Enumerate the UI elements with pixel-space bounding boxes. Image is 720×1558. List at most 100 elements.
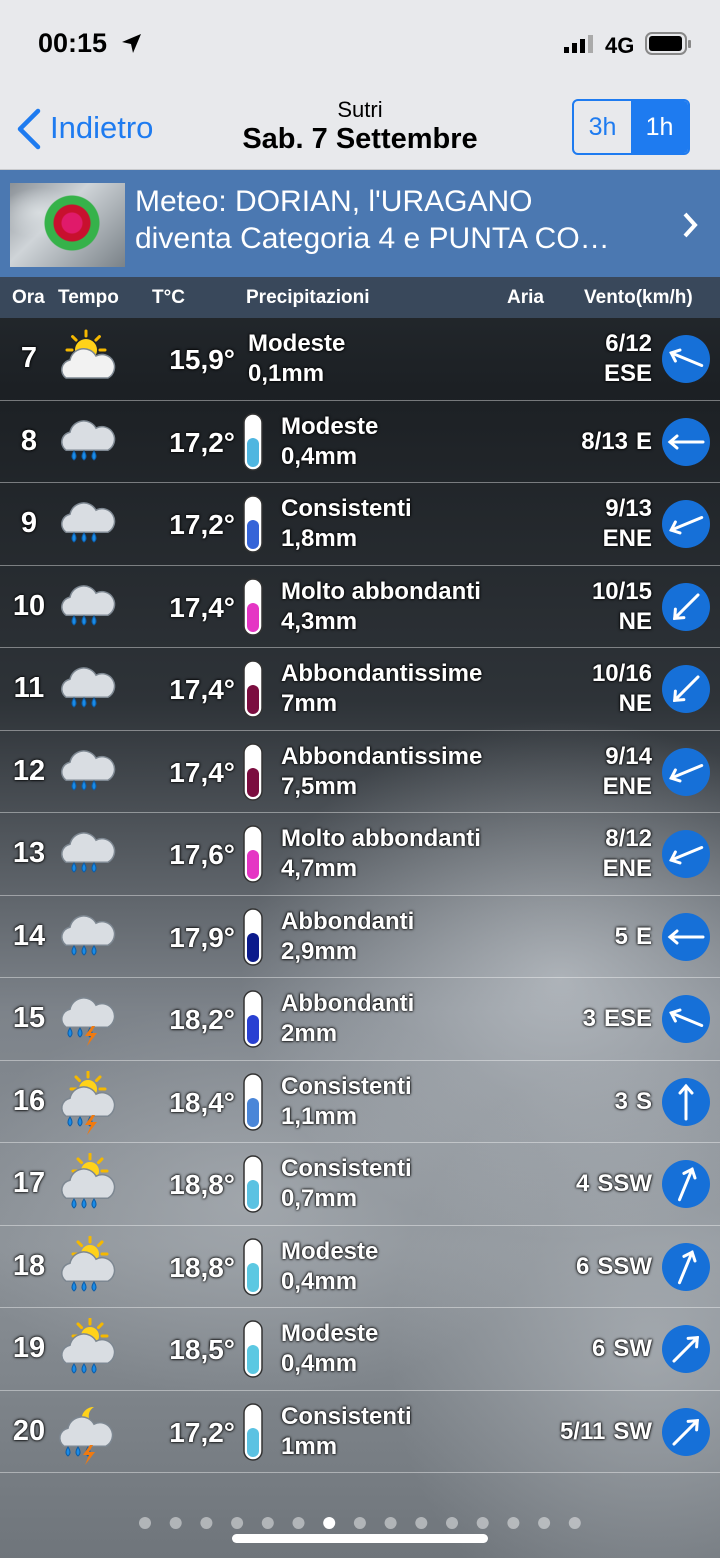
drop xyxy=(91,697,97,708)
temperature: 17,4° xyxy=(169,674,235,705)
precip-amount: 4,3mm xyxy=(281,607,358,635)
arrow-shaft xyxy=(673,592,700,620)
forecast-row[interactable]: 8 17,2° Modeste 0,4mm 8/13 E xyxy=(0,401,720,483)
wind-speed: 6 xyxy=(575,1252,590,1280)
hour: 12 xyxy=(12,754,46,787)
forecast-row[interactable]: 18 18,8° Modeste 0,4mm 6 SSW xyxy=(0,1226,720,1308)
drop xyxy=(71,449,77,461)
hour: 9 xyxy=(20,507,38,539)
arrow-shaft xyxy=(677,1250,694,1284)
precip-amount: 2mm xyxy=(281,1020,338,1047)
forecast-row[interactable]: 7 15,9° Modeste 0,1mm 6/12 ESE xyxy=(0,318,720,401)
precip-amount: 1,8mm xyxy=(281,525,358,552)
gauge-fill xyxy=(247,685,259,714)
hour: 20 xyxy=(12,1414,46,1447)
weather-icon xyxy=(61,584,116,626)
wind-arrow xyxy=(662,1077,710,1126)
wind: 4 SSW xyxy=(555,1143,652,1225)
forecast-row[interactable]: 15 18,2° Abbondanti 2mm 3 ESE xyxy=(0,978,720,1061)
bolt xyxy=(85,1114,97,1135)
forecast-row[interactable]: 9 17,2° Consistenti 1,8mm 9/13 ENE xyxy=(0,483,720,566)
wind-direction: SW xyxy=(613,1417,652,1445)
drop xyxy=(75,1445,81,1457)
wind: 3 ESE xyxy=(555,978,652,1060)
arrow xyxy=(673,675,700,702)
drop xyxy=(81,1280,87,1292)
wind-direction: ENE xyxy=(602,855,652,882)
forecast-row[interactable]: 13 17,6° Molto abbondanti 4,7mm 8/12 ENE xyxy=(0,813,720,896)
temperature: 18,2° xyxy=(169,1004,235,1035)
weather-icon xyxy=(61,997,116,1046)
wind-arrow xyxy=(662,1160,710,1208)
drop xyxy=(91,614,97,626)
gauge-fill xyxy=(247,602,259,632)
arrow xyxy=(678,1083,694,1120)
hour: 15 xyxy=(12,1002,46,1034)
drop xyxy=(91,1363,97,1374)
gauge-fill xyxy=(247,1427,259,1457)
mode-button[interactable]: 3h xyxy=(588,112,617,141)
precipitation: Modeste 0,4mm xyxy=(281,1237,378,1297)
arrow-head xyxy=(686,1418,699,1431)
precip-label: Modeste xyxy=(248,330,346,357)
gauge-fill xyxy=(247,1015,259,1044)
drop xyxy=(91,1280,97,1292)
forecast-row[interactable]: 14 17,9° Abbondanti 2,9mm 5 E xyxy=(0,896,720,978)
wind-speed: 3 xyxy=(582,1005,596,1032)
hour: 11 xyxy=(13,672,45,704)
back-button[interactable]: Indietro xyxy=(50,110,154,145)
rain-gauge xyxy=(243,1072,263,1131)
temperature: 17,9° xyxy=(169,921,235,953)
sun-ray xyxy=(76,1157,84,1165)
wind-speed: 5/11 xyxy=(559,1417,606,1445)
drop xyxy=(91,944,97,956)
hour: 16 xyxy=(12,1084,46,1117)
wind-speed: 4 xyxy=(575,1170,590,1197)
wind: 6 SSW xyxy=(555,1226,652,1308)
precip-label: Modeste xyxy=(281,412,379,440)
forecast-row[interactable]: 11 17,4° Abbondantissime 7mm 10/16 NE xyxy=(0,648,720,731)
arrow-head xyxy=(669,850,682,865)
arrow-head xyxy=(669,520,682,535)
precip-amount: 0,4mm xyxy=(281,1267,358,1295)
wind-speed: 9/13 xyxy=(605,495,652,522)
wind: 10/15 NE xyxy=(555,566,652,648)
gauge-fill xyxy=(247,932,259,962)
arrow xyxy=(669,348,704,368)
precipitation: Modeste 0,4mm xyxy=(281,412,378,472)
arrow-head xyxy=(682,1167,697,1180)
precip-label: Molto abbondanti xyxy=(281,577,481,605)
arrow-shaft xyxy=(672,1336,699,1363)
table-header: Ora Tempo T°C Precipitazioni Aria Vento(km/h) xyxy=(0,277,720,318)
drop xyxy=(81,532,87,543)
wind: 6 SW xyxy=(555,1308,652,1390)
forecast-row[interactable]: 16 18,4° Consistenti 1,1mm 3 S xyxy=(0,1061,720,1143)
wind: 9/14 ENE xyxy=(555,731,652,813)
drop xyxy=(81,862,87,873)
wind-speed: 8/13 xyxy=(581,427,628,455)
precipitation: Consistenti 1mm xyxy=(281,1402,412,1462)
gauge-fill xyxy=(247,1180,259,1209)
forecast-row[interactable]: 17 18,8° Consistenti 0,7mm 4 SSW xyxy=(0,1143,720,1226)
arrow-shaft xyxy=(677,1167,694,1202)
forecast-row[interactable]: 19 18,5° Modeste 0,4mm 6 SW xyxy=(0,1308,720,1391)
mode-switch: 3h 1h xyxy=(572,99,690,155)
column-header: Vento(km/h) xyxy=(584,287,693,308)
back-chevron[interactable] xyxy=(14,107,44,151)
precip-label: Molto abbondanti xyxy=(281,825,481,852)
page-dot xyxy=(353,1517,366,1529)
precip-amount: 2,9mm xyxy=(281,937,358,965)
forecast-row[interactable]: 10 17,4° Molto abbondanti 4,3mm 10/15 NE xyxy=(0,566,720,648)
rain-gauge xyxy=(243,577,263,636)
mode-button[interactable]: 1h xyxy=(631,101,688,153)
arrow-head xyxy=(667,434,679,449)
gauge-fill xyxy=(247,850,259,879)
cloud xyxy=(61,419,116,451)
arrow-head xyxy=(669,767,682,782)
forecast-row[interactable]: 12 17,4° Abbondantissime 7,5mm 9/14 ENE xyxy=(0,731,720,813)
news-banner[interactable]: Meteo: DORIAN, l'URAGANO diventa Categor… xyxy=(0,170,720,277)
precip-amount: 0,4mm xyxy=(281,442,358,470)
forecast-row[interactable]: 20 17,2° Consistenti 1mm 5/11 SW xyxy=(0,1391,720,1473)
